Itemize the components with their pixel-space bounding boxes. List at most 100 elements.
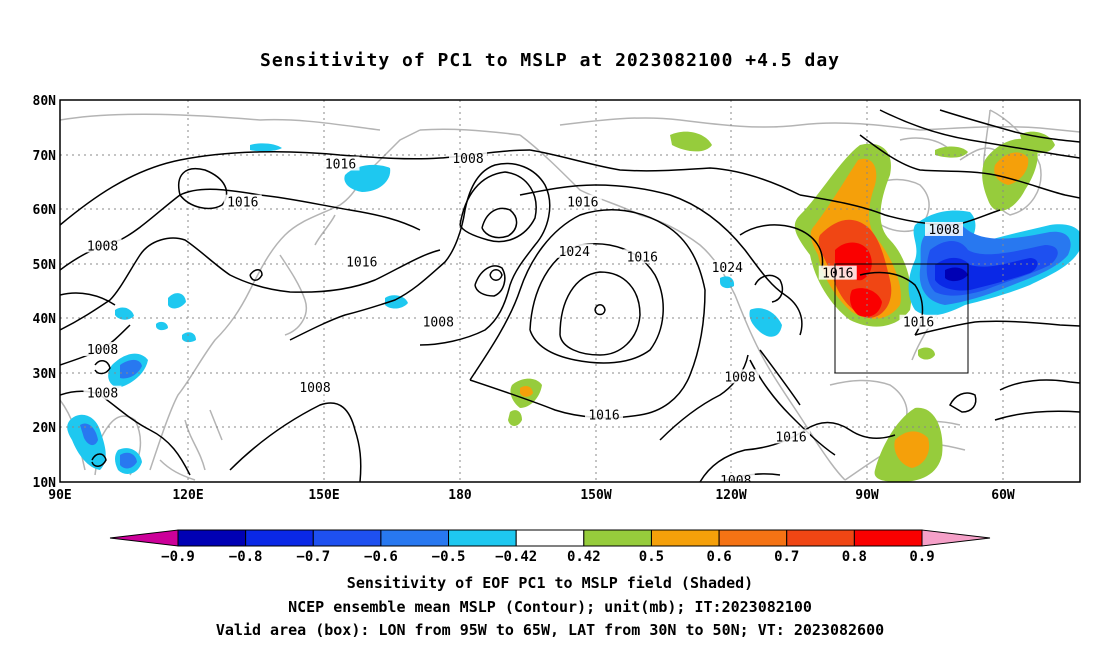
colorbar-tick-label: 0.9 bbox=[909, 549, 934, 565]
caption-line-1: Sensitivity of EOF PC1 to MSLP field (Sh… bbox=[346, 574, 754, 592]
contour-label-background bbox=[296, 380, 334, 395]
colorbar-segment bbox=[448, 529, 517, 547]
lon-label: 120E bbox=[172, 488, 203, 503]
lat-label: 30N bbox=[33, 367, 57, 382]
contour-label: 1008 bbox=[87, 343, 118, 358]
lat-label: 50N bbox=[33, 258, 57, 273]
contour-label: 1008 bbox=[724, 370, 755, 385]
contour-label: 1008 bbox=[87, 239, 118, 254]
lon-axis: 90E 120E 150E 180 150W 120W 90W 60W bbox=[48, 488, 1015, 503]
contour-label: 1016 bbox=[627, 250, 658, 265]
negative-shade-lightblue bbox=[156, 321, 168, 331]
negative-shade-lightblue bbox=[182, 332, 196, 343]
colorbar-tick-label: −0.9 bbox=[161, 549, 195, 565]
positive-shade-green bbox=[918, 347, 935, 360]
contour-label: 1008 bbox=[928, 223, 959, 238]
lat-label: 70N bbox=[33, 149, 57, 164]
positive-shade-orange bbox=[520, 385, 533, 397]
colorbar-tick-label: 0.42 bbox=[567, 549, 601, 565]
contour-label-background bbox=[708, 260, 747, 275]
contour-label: 1016 bbox=[588, 409, 619, 424]
colorbar-segment bbox=[650, 529, 720, 547]
contour-label-background bbox=[83, 385, 122, 400]
colorbar-tick-label: 0.7 bbox=[774, 549, 799, 565]
contour-label-background bbox=[925, 221, 963, 236]
lat-label: 10N bbox=[33, 476, 57, 491]
contour-label-background bbox=[321, 156, 360, 171]
contour-label-background bbox=[555, 243, 594, 258]
colorbar-segment bbox=[853, 529, 923, 547]
negative-shade-blue bbox=[120, 452, 137, 469]
contour-label: 1024 bbox=[712, 261, 743, 276]
contour-label: 1016 bbox=[346, 256, 377, 271]
contour-label: 1016 bbox=[775, 430, 806, 445]
lat-label: 80N bbox=[33, 94, 57, 109]
contour-label-background bbox=[342, 254, 381, 269]
contour-label-background bbox=[721, 369, 759, 384]
lon-label: 180 bbox=[448, 488, 472, 503]
contour-label-background bbox=[772, 429, 810, 444]
lon-label: 150W bbox=[580, 488, 611, 503]
contour-labels: 1016 1016 1008 1008 1008 1008 1016 1008 1008 1016… bbox=[83, 151, 963, 489]
colorbar-segment bbox=[515, 529, 585, 547]
contour-label-background bbox=[899, 314, 938, 329]
colorbar-tick-label: −0.8 bbox=[229, 549, 263, 565]
contour-label-background bbox=[818, 265, 857, 280]
contour-label: 1008 bbox=[720, 474, 751, 489]
contour-label: 1024 bbox=[559, 245, 590, 260]
contour-label-background bbox=[623, 249, 662, 264]
plot-frame bbox=[59, 99, 1081, 483]
colorbar-segment bbox=[380, 529, 450, 547]
lon-label: 150E bbox=[308, 488, 339, 503]
colorbar-tick-label: −0.6 bbox=[364, 549, 398, 565]
negative-shade-lightblue bbox=[749, 308, 782, 337]
colorbar-tick-label: −0.42 bbox=[495, 549, 537, 565]
contour-label: 1016 bbox=[325, 157, 356, 172]
positive-shade-green bbox=[508, 410, 522, 426]
negative-shade-lightblue bbox=[344, 164, 391, 192]
lon-label: 90E bbox=[48, 488, 71, 503]
map-title: Sensitivity of PC1 to MSLP at 2023082100… bbox=[259, 50, 840, 71]
sensitivity-shading bbox=[67, 131, 1080, 482]
contour-label-background bbox=[563, 194, 602, 209]
contour-label: 1016 bbox=[822, 267, 853, 282]
negative-shade-lightblue bbox=[250, 143, 282, 152]
positive-shade-green bbox=[1020, 131, 1055, 154]
lat-axis: 80N 70N 60N 50N 40N 30N 20N 10N bbox=[33, 94, 57, 491]
colorbar-low-arrow bbox=[109, 529, 179, 547]
positive-shade-green bbox=[670, 131, 712, 152]
contour-label: 1008 bbox=[87, 387, 118, 402]
colorbar-tick-label: 0.5 bbox=[639, 549, 664, 565]
valid-area-box bbox=[834, 263, 969, 374]
contour-label: 1016 bbox=[227, 196, 258, 211]
contour-label: 1008 bbox=[452, 152, 483, 167]
lon-label: 120W bbox=[715, 488, 746, 503]
lat-lon-grid bbox=[60, 100, 1080, 482]
colorbar-high-arrow bbox=[921, 529, 991, 547]
colorbar-segment bbox=[786, 529, 855, 547]
colorbar-tick-label: −0.7 bbox=[296, 549, 330, 565]
colorbar-segment bbox=[177, 529, 247, 547]
colorbar-tick-label: −0.5 bbox=[432, 549, 466, 565]
colorbar-segment bbox=[312, 529, 382, 547]
positive-shade-orange bbox=[894, 431, 930, 468]
lon-label: 60W bbox=[991, 488, 1015, 503]
contour-label: 1008 bbox=[423, 316, 454, 331]
negative-shade-blue bbox=[120, 359, 142, 379]
contour-label-background bbox=[449, 151, 487, 166]
lat-label: 20N bbox=[33, 421, 57, 436]
colorbar-tick-label: 0.8 bbox=[842, 549, 867, 565]
colorbar-segment bbox=[583, 529, 652, 547]
contour-label-background bbox=[585, 407, 623, 422]
contour-label-background bbox=[716, 473, 755, 482]
colorbar-segment bbox=[245, 529, 314, 547]
lat-label: 40N bbox=[33, 312, 57, 327]
colorbar-segment bbox=[718, 529, 788, 547]
contour-label-background bbox=[419, 314, 458, 329]
negative-shade-navy bbox=[945, 267, 968, 282]
negative-shade-darkblue bbox=[935, 257, 1038, 291]
contour-label-background bbox=[83, 238, 122, 253]
contour-label: 1016 bbox=[903, 316, 934, 331]
caption-line-2: NCEP ensemble mean MSLP (Contour); unit(… bbox=[288, 598, 812, 616]
